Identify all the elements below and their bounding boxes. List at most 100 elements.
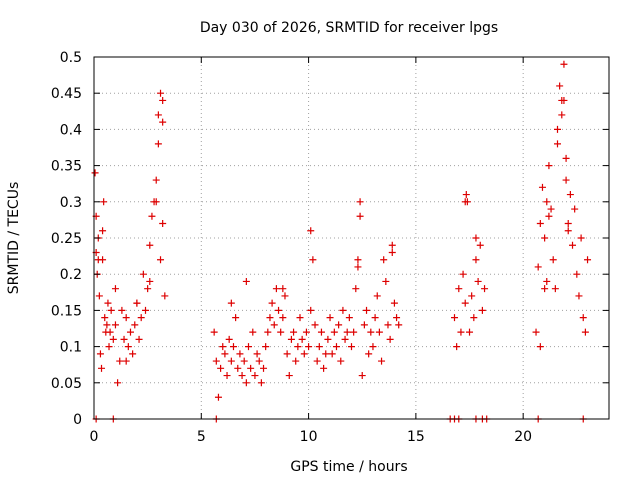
data-point [229,343,237,351]
data-point [472,256,480,264]
data-point [388,248,396,256]
data-point [247,364,255,372]
data-point [99,227,107,235]
data-point [232,314,240,322]
data-point [462,191,470,199]
data-point [459,270,467,278]
data-point [266,314,274,322]
data-point [382,277,390,285]
data-point [360,321,368,329]
data-point [549,256,557,264]
data-point [227,357,235,365]
data-point [264,328,272,336]
data-points [91,60,592,423]
data-point [363,306,371,314]
data-point [455,285,463,293]
data-point [238,372,246,380]
data-point [154,140,162,148]
data-point [356,198,364,206]
y-tick-label: 0.2 [60,267,82,283]
data-point [566,191,574,199]
data-point [242,379,250,387]
data-point [251,372,259,380]
data-point [307,227,315,235]
data-point [217,364,225,372]
data-point [260,364,268,372]
data-point [279,314,287,322]
data-point [227,299,235,307]
data-point [270,321,278,329]
data-point [302,328,310,336]
data-point [481,285,489,293]
y-tick-label: 0 [73,412,82,428]
data-point [214,393,222,401]
data-point [294,343,302,351]
data-point [277,328,285,336]
data-point [451,314,458,322]
data-point [532,328,540,336]
data-point [474,277,482,285]
data-point [390,299,398,307]
data-point [315,343,323,351]
data-point [345,314,353,322]
data-point [221,350,229,358]
data-point [571,205,579,213]
data-point [320,364,328,372]
data-point [326,314,334,322]
data-point [461,198,469,206]
y-tick-label: 0.5 [60,50,82,66]
data-point [457,328,465,336]
data-point [453,343,461,351]
data-point [240,357,248,365]
data-point [350,328,358,336]
data-point [157,89,165,97]
data-point [348,343,355,351]
data-point [317,328,325,336]
data-point [468,292,476,300]
data-point [159,220,167,228]
data-point [283,350,291,358]
data-point [343,328,351,336]
data-point [384,321,392,329]
data-point [100,198,108,206]
data-point [330,328,338,336]
data-point [386,335,394,343]
data-point [388,241,396,249]
data-point [335,321,343,329]
y-axis-ticks: 0 0.05 0.1 0.15 0.2 0.25 0.3 0.35 0.4 0.45 0.5 [51,50,609,428]
data-point [234,364,242,372]
data-point [253,350,261,358]
data-point [545,212,553,220]
y-tick-label: 0.15 [51,303,82,319]
data-point [139,270,147,278]
data-point [581,328,589,336]
data-point [309,256,317,264]
data-point [116,357,124,365]
data-point [133,299,141,307]
data-point [257,379,265,387]
data-point [146,277,154,285]
data-point [124,343,132,351]
y-tick-label: 0.05 [51,376,82,392]
y-tick-label: 0.3 [60,195,82,211]
data-point [466,328,474,336]
data-point [478,306,486,314]
data-point [275,306,283,314]
data-point [543,198,551,206]
data-point [126,328,134,336]
data-point [159,96,167,104]
data-point [538,183,546,191]
x-tick-label: 10 [300,429,318,445]
data-point [103,321,111,329]
data-point [152,198,160,206]
data-point [111,321,119,329]
x-tick-label: 20 [514,429,532,445]
data-point [556,82,564,90]
x-axis-label: GPS time / hours [290,459,407,475]
y-tick-label: 0.1 [60,340,82,356]
data-point [380,256,388,264]
data-point [554,125,561,133]
data-point [543,277,551,285]
data-point [577,234,585,242]
